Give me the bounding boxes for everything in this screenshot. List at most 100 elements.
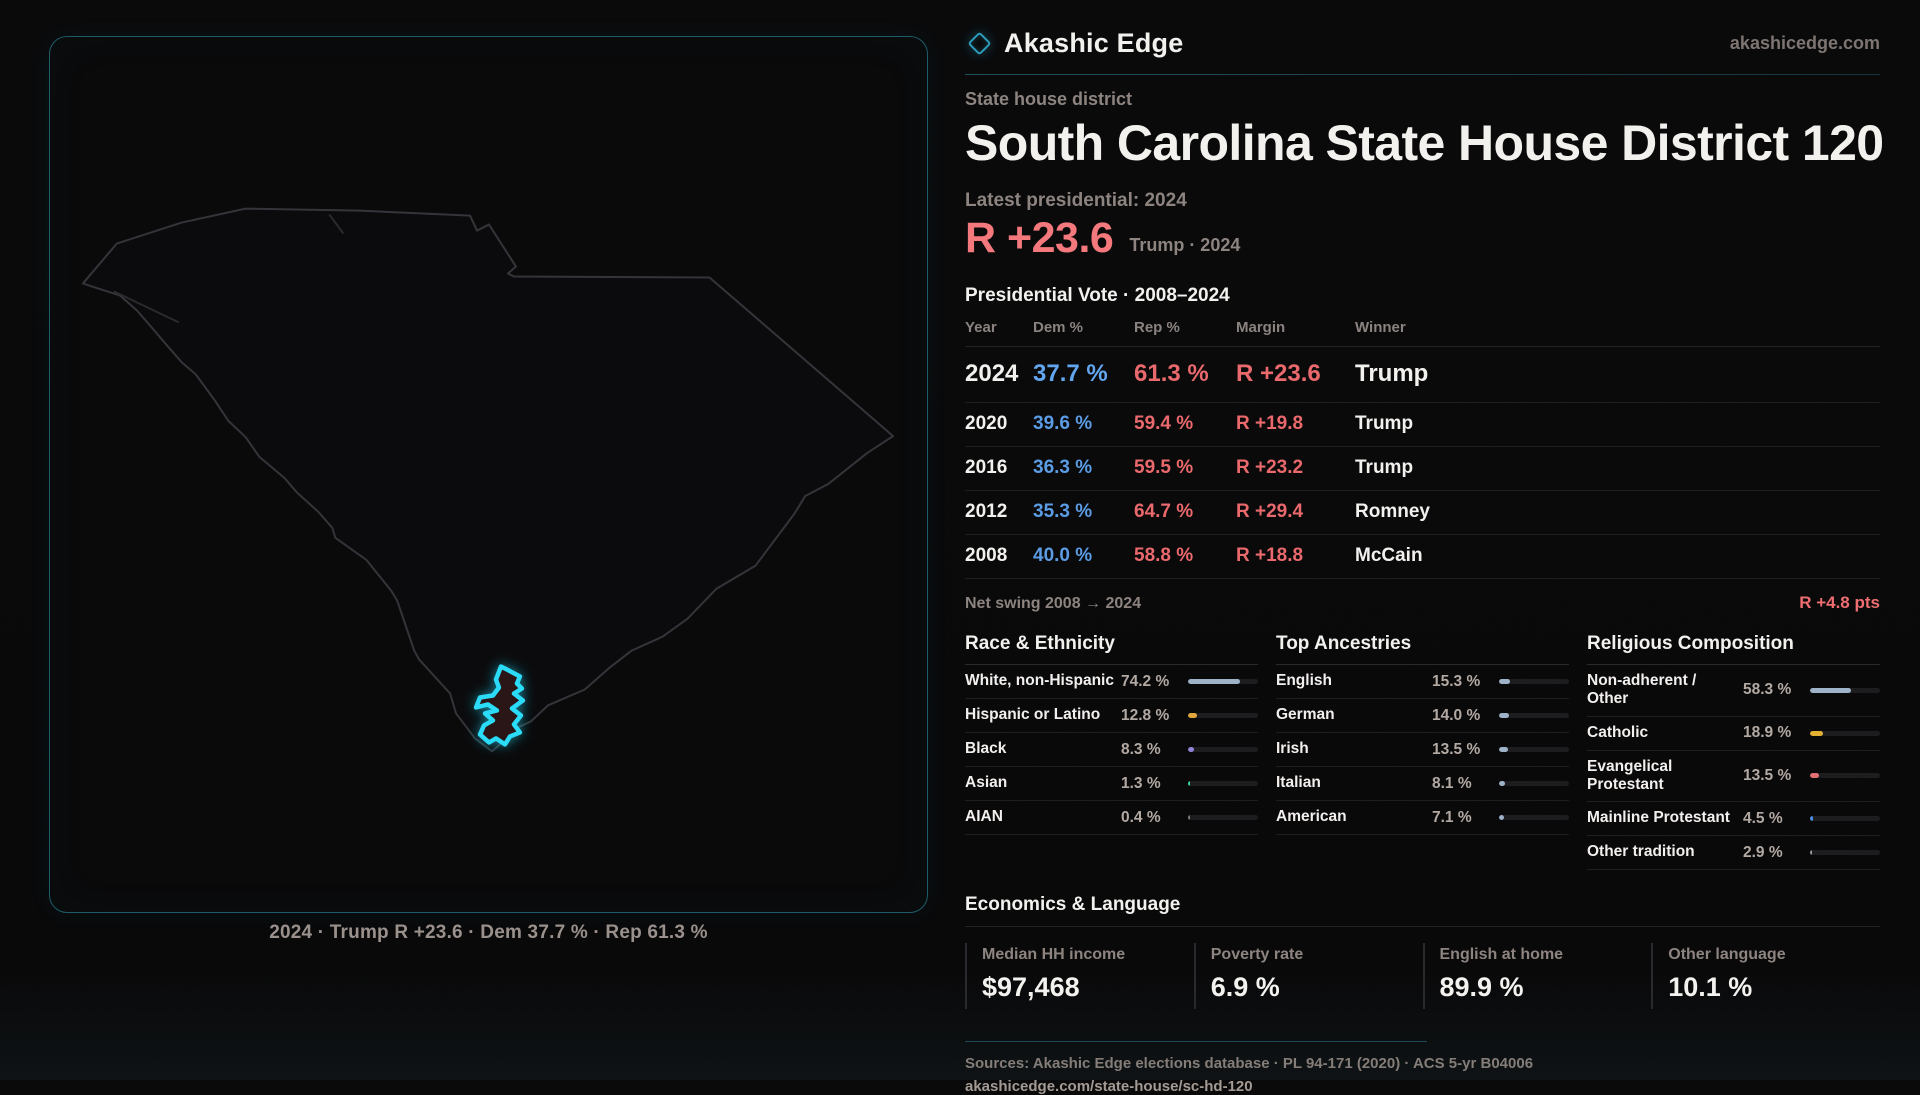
latest-label: Latest presidential: 2024	[965, 190, 1187, 211]
stat-poverty-rate: Poverty rate 6.9 %	[1193, 943, 1423, 1010]
demographic-label: Asian	[965, 774, 1008, 792]
results-cell-year: 2020	[965, 413, 1008, 434]
brand: Akashic Edge	[965, 28, 1183, 59]
results-column-header-winner: Winner	[1355, 319, 1406, 336]
demographic-row-other-tradition: Other tradition 2.9 %	[1587, 836, 1880, 871]
demographics-column-top-ancestries: Top Ancestries English 15.3 % German 14.0 % I…	[1276, 633, 1569, 870]
demographic-value: 18.9 %	[1743, 724, 1792, 742]
results-cell-winner: Trump	[1355, 360, 1429, 387]
page-title: South Carolina State House District 120	[965, 115, 1884, 171]
results-cell-rep: 59.4 %	[1134, 413, 1194, 434]
demographic-row-german: German 14.0 %	[1276, 699, 1569, 733]
brand-domain: akashicedge.com	[1729, 33, 1880, 53]
economics-title: Economics & Language	[965, 894, 1880, 928]
bar-fill	[1188, 815, 1190, 820]
bar-fill	[1499, 781, 1505, 786]
results-cell-margin: R +19.8	[1236, 413, 1304, 434]
results-cell-year: 2012	[965, 501, 1008, 522]
stat-label: Poverty rate	[1210, 946, 1304, 964]
district-highlight	[473, 664, 526, 747]
demographic-value: 0.4 %	[1121, 808, 1161, 826]
bar-fill	[1810, 816, 1814, 822]
results-cell-rep: 61.3 %	[1134, 360, 1209, 387]
demographic-label: American	[1276, 808, 1347, 826]
demographic-label: White, non-Hispanic	[965, 672, 1114, 690]
stat-value: $97,468	[982, 972, 1080, 1003]
footer: Sources: Akashic Edge elections database…	[965, 1041, 1920, 1095]
results-column-header-rep: Rep %	[1134, 319, 1180, 336]
bar-track	[1499, 679, 1569, 684]
demographic-label: Black	[965, 740, 1007, 758]
bar-fill	[1188, 679, 1240, 684]
results-cell-margin: R +23.6	[1236, 360, 1321, 387]
demographic-value: 1.3 %	[1121, 774, 1161, 792]
demographics-column-religious-composition: Religious Composition Non-adherent / Othe…	[1587, 633, 1880, 871]
bar-track	[1188, 781, 1258, 786]
bar-track	[1810, 850, 1880, 856]
section-title: Race & Ethnicity	[965, 633, 1258, 665]
demographic-label: AIAN	[965, 808, 1003, 826]
demographic-row-american: American 7.1 %	[1276, 801, 1569, 835]
bar-fill	[1499, 815, 1504, 820]
demographic-label: Catholic	[1587, 723, 1649, 741]
results-table-title: Presidential Vote · 2008–2024	[965, 285, 1230, 306]
bar-track	[1499, 781, 1569, 786]
stat-label: Median HH income	[982, 946, 1126, 964]
results-cell-dem: 39.6 %	[1033, 413, 1093, 434]
bar-fill	[1188, 713, 1197, 718]
bar-fill	[1188, 781, 1190, 786]
section-title: Top Ancestries	[1276, 633, 1569, 665]
headline-margin: R +23.6	[965, 214, 1114, 262]
stat-value: 89.9 %	[1439, 972, 1524, 1003]
demographic-row-white-non-hispanic: White, non-Hispanic 74.2 %	[965, 665, 1258, 699]
demographic-row-evangelical-protestant: Evangelical Protestant 13.5 %	[1587, 751, 1880, 803]
bar-fill	[1499, 713, 1509, 718]
demographic-value: 15.3 %	[1432, 672, 1481, 690]
bar-fill	[1499, 679, 1510, 684]
bar-track	[1499, 747, 1569, 752]
header: Akashic Edge akashicedge.com	[965, 28, 1880, 59]
demographic-value: 7.1 %	[1432, 808, 1472, 826]
demographic-row-catholic: Catholic 18.9 %	[1587, 717, 1880, 751]
demographic-value: 74.2 %	[1121, 672, 1170, 690]
state-internal-borders	[113, 214, 345, 324]
demographic-label: Italian	[1276, 774, 1321, 792]
state-map-svg	[81, 207, 895, 753]
bar-fill	[1499, 747, 1509, 752]
results-table-header: Year Dem % Rep % Margin Winner	[965, 319, 1880, 347]
results-row-2012: 2012 35.3 % 64.7 % R +29.4 Romney	[965, 491, 1880, 535]
bar-fill	[1810, 850, 1813, 856]
demographic-value: 58.3 %	[1743, 681, 1792, 699]
results-cell-rep: 64.7 %	[1134, 501, 1194, 522]
bar-track	[1188, 679, 1258, 684]
demographic-label: Other tradition	[1587, 843, 1695, 861]
demographic-row-hispanic-or-latino: Hispanic or Latino 12.8 %	[965, 699, 1258, 733]
stat-label: Other language	[1668, 946, 1786, 964]
demographic-label: Hispanic or Latino	[965, 706, 1101, 724]
results-column-header-dem: Dem %	[1033, 319, 1084, 336]
bar-track	[1499, 713, 1569, 718]
results-cell-rep: 58.8 %	[1134, 545, 1194, 566]
results-cell-dem: 36.3 %	[1033, 457, 1093, 478]
results-cell-dem: 40.0 %	[1033, 545, 1093, 566]
stat-english-at-home: English at home 89.9 %	[1422, 943, 1652, 1010]
stat-value: 10.1 %	[1668, 972, 1753, 1003]
results-cell-rep: 59.5 %	[1134, 457, 1194, 478]
kicker: State house district	[965, 89, 1133, 109]
demographic-value: 13.5 %	[1432, 740, 1481, 758]
header-divider	[965, 74, 1880, 75]
stat-label: English at home	[1439, 946, 1564, 964]
demographic-value: 8.3 %	[1121, 740, 1161, 758]
bar-track	[1188, 747, 1258, 752]
demographic-row-aian: AIAN 0.4 %	[965, 801, 1258, 835]
demographic-label: Non-adherent / Other	[1587, 672, 1697, 708]
demographic-row-non-adherent-other: Non-adherent / Other 58.3 %	[1587, 665, 1880, 717]
map-caption: 2024 · Trump R +23.6 · Dem 37.7 % · Rep …	[269, 922, 708, 943]
results-cell-margin: R +23.2	[1236, 457, 1304, 478]
bar-track	[1810, 730, 1880, 736]
stat-value: 6.9 %	[1210, 972, 1280, 1003]
results-row-2016: 2016 36.3 % 59.5 % R +23.2 Trump	[965, 447, 1880, 491]
demographic-value: 12.8 %	[1121, 706, 1170, 724]
diamond-logo-icon	[967, 31, 992, 56]
net-swing-row: Net swing 2008 → 2024 R +4.8 pts	[965, 593, 1880, 613]
